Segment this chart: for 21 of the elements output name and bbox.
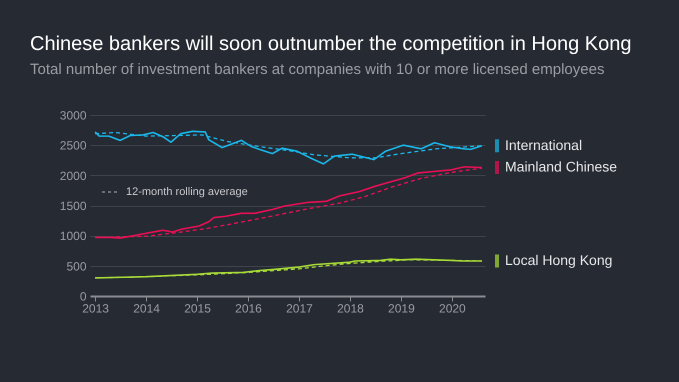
legend-label: Local Hong Kong: [505, 252, 612, 268]
y-tick-label: 1000: [60, 229, 87, 244]
x-tick-label: 2016: [235, 302, 262, 316]
annotation: 12-month rolling average: [126, 186, 248, 198]
chart-title: Chinese bankers will soon outnumber the competition in Hong Kong: [30, 33, 632, 55]
y-tick-label: 2000: [60, 168, 87, 183]
x-tick-label: 2017: [286, 302, 314, 316]
legend-label: Mainland Chinese: [505, 158, 618, 174]
x-tick-label: 2014: [133, 302, 160, 316]
x-tick-label: 2019: [388, 302, 416, 316]
x-tick-label: 2018: [337, 302, 364, 316]
x-tick-label: 2013: [82, 302, 110, 316]
legend-label: International: [505, 136, 582, 153]
y-tick-label: 3000: [60, 108, 87, 122]
y-tick-label: 0: [80, 290, 87, 304]
y-tick-label: 1500: [60, 199, 87, 213]
x-tick-label: 2020: [439, 302, 466, 316]
y-tick-label: 2500: [60, 138, 87, 153]
y-tick-label: 500: [66, 259, 87, 274]
x-tick-label: 2015: [184, 302, 212, 316]
chart-subtitle: Total number of investment bankers at companies with 10 or more licensed employees: [30, 61, 604, 78]
